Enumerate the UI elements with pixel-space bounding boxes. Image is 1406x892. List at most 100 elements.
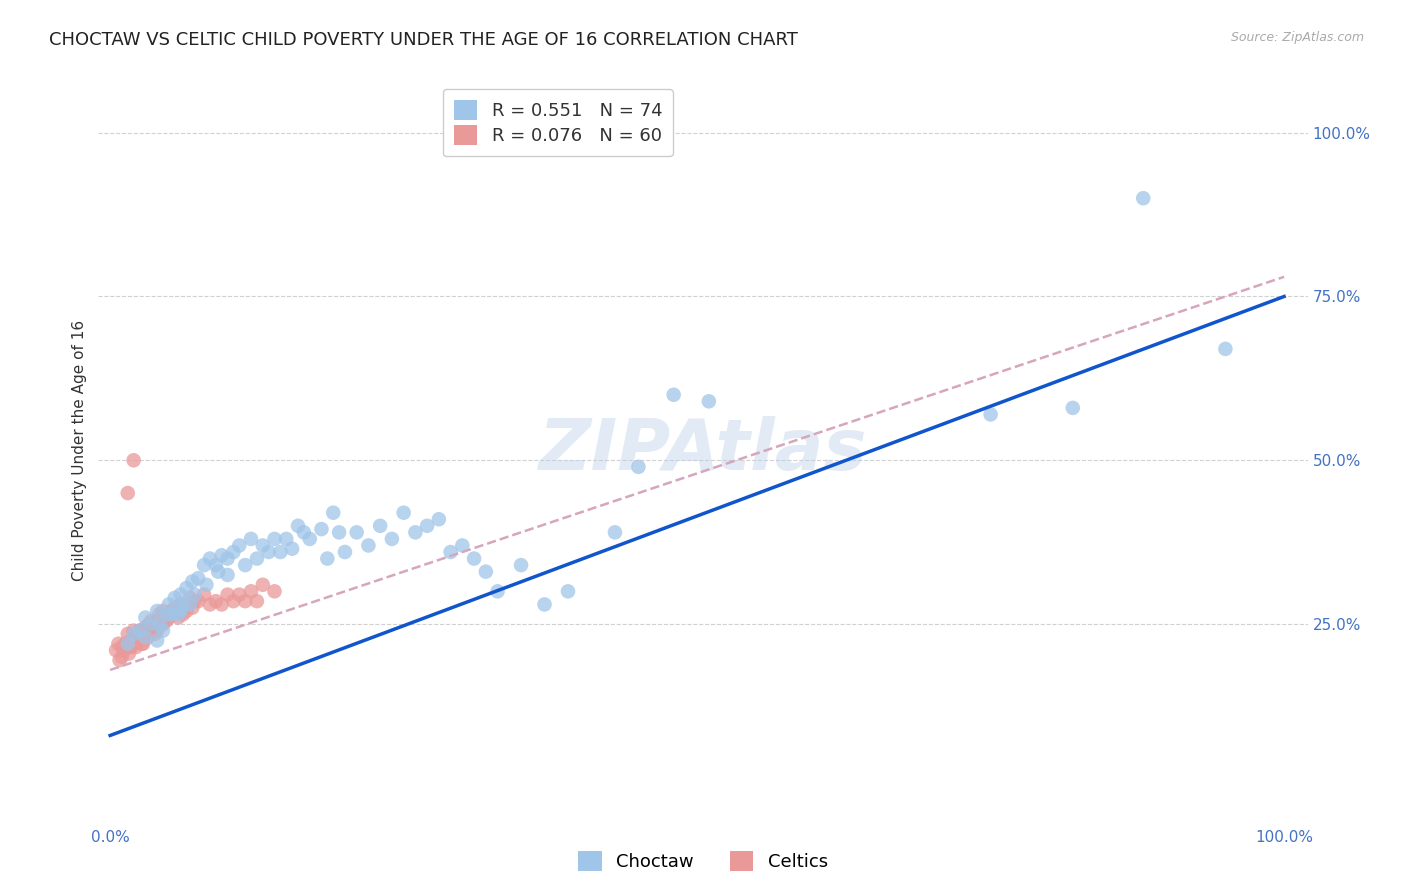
Point xyxy=(357,539,380,553)
Point xyxy=(187,571,209,585)
Point xyxy=(146,624,169,638)
Point xyxy=(392,506,415,520)
Point xyxy=(148,617,170,632)
Point xyxy=(451,539,474,553)
Point xyxy=(416,518,439,533)
Point xyxy=(381,532,404,546)
Point xyxy=(287,518,309,533)
Point xyxy=(128,624,150,638)
Point xyxy=(204,594,226,608)
Point xyxy=(246,551,269,566)
Point xyxy=(146,604,169,618)
Point xyxy=(155,607,177,622)
Point xyxy=(475,565,498,579)
Point xyxy=(217,551,239,566)
Point xyxy=(333,545,356,559)
Point xyxy=(152,604,174,618)
Point xyxy=(117,637,139,651)
Point xyxy=(252,539,274,553)
Point xyxy=(108,653,131,667)
Point xyxy=(141,624,163,638)
Point xyxy=(120,633,142,648)
Point xyxy=(132,627,155,641)
Point xyxy=(204,558,226,573)
Point xyxy=(316,551,339,566)
Point xyxy=(368,518,391,533)
Point xyxy=(122,637,145,651)
Point xyxy=(141,614,163,628)
Point xyxy=(233,594,256,608)
Point xyxy=(328,525,350,540)
Point xyxy=(292,525,315,540)
Point xyxy=(117,640,139,654)
Point xyxy=(107,637,129,651)
Point xyxy=(148,607,170,622)
Point xyxy=(125,640,148,654)
Point xyxy=(510,558,533,573)
Point xyxy=(187,594,209,608)
Point xyxy=(198,598,221,612)
Point xyxy=(627,459,650,474)
Point xyxy=(427,512,450,526)
Text: Source: ZipAtlas.com: Source: ZipAtlas.com xyxy=(1230,31,1364,45)
Point xyxy=(152,624,174,638)
Legend: Choctaw, Celtics: Choctaw, Celtics xyxy=(571,844,835,879)
Point xyxy=(1062,401,1084,415)
Point xyxy=(233,558,256,573)
Text: ZIPAtlas: ZIPAtlas xyxy=(538,416,868,485)
Point xyxy=(122,453,145,467)
Point xyxy=(183,594,205,608)
Point xyxy=(298,532,321,546)
Point xyxy=(269,545,291,559)
Point xyxy=(138,617,160,632)
Point xyxy=(112,643,135,657)
Point xyxy=(134,610,156,624)
Point xyxy=(167,610,190,624)
Point xyxy=(404,525,426,540)
Point xyxy=(179,598,201,612)
Point xyxy=(276,532,298,546)
Point xyxy=(281,541,304,556)
Point xyxy=(122,624,145,638)
Point xyxy=(252,578,274,592)
Point xyxy=(211,598,233,612)
Point xyxy=(662,388,685,402)
Point xyxy=(1215,342,1237,356)
Point xyxy=(146,614,169,628)
Point xyxy=(246,594,269,608)
Point xyxy=(134,630,156,644)
Point xyxy=(169,604,191,618)
Text: CHOCTAW VS CELTIC CHILD POVERTY UNDER THE AGE OF 16 CORRELATION CHART: CHOCTAW VS CELTIC CHILD POVERTY UNDER TH… xyxy=(49,31,799,49)
Point xyxy=(193,558,215,573)
Point xyxy=(160,604,183,618)
Point xyxy=(131,637,153,651)
Point xyxy=(157,598,180,612)
Point xyxy=(141,617,163,632)
Point xyxy=(322,506,344,520)
Point xyxy=(217,568,239,582)
Point xyxy=(152,617,174,632)
Point xyxy=(697,394,720,409)
Point xyxy=(486,584,509,599)
Point xyxy=(167,607,190,622)
Point xyxy=(183,588,205,602)
Point xyxy=(125,630,148,644)
Point xyxy=(181,600,204,615)
Point xyxy=(114,637,136,651)
Point xyxy=(117,627,139,641)
Point xyxy=(136,630,159,644)
Point xyxy=(980,408,1002,422)
Point xyxy=(176,581,198,595)
Point xyxy=(222,545,245,559)
Point xyxy=(143,627,166,641)
Point xyxy=(198,551,221,566)
Point xyxy=(163,600,186,615)
Y-axis label: Child Poverty Under the Age of 16: Child Poverty Under the Age of 16 xyxy=(72,320,87,581)
Point xyxy=(346,525,368,540)
Point xyxy=(128,633,150,648)
Point xyxy=(117,486,139,500)
Point xyxy=(263,532,285,546)
Point xyxy=(217,588,239,602)
Point xyxy=(105,643,128,657)
Point xyxy=(179,591,201,605)
